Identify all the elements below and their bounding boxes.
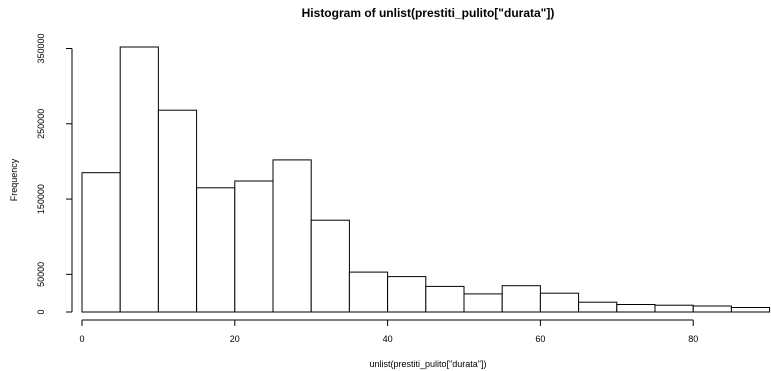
histogram-bar-15	[654, 304, 694, 313]
x-tick-label-2: 40	[383, 334, 393, 344]
histogram-bar-4	[234, 180, 274, 313]
histogram-bar-1	[119, 46, 159, 313]
x-axis-label: unlist(prestiti_pulito["durata"])	[370, 359, 487, 369]
x-axis: 0 20 40 60 80	[79, 319, 698, 344]
histogram-bar-8	[387, 276, 427, 313]
histogram-bar-12	[539, 292, 580, 313]
histogram-bar-7	[348, 271, 389, 313]
y-tick-label-0: 0	[36, 309, 46, 314]
histogram-bar-3	[196, 187, 236, 313]
histogram-bar-17	[730, 307, 771, 313]
y-tick-label-1: 50000	[36, 262, 46, 287]
y-axis-label: Frequency	[9, 158, 19, 201]
histogram-bar-2	[157, 109, 198, 313]
histogram-bar-0	[81, 172, 121, 313]
histogram-bar-10	[463, 293, 503, 313]
histogram-bar-9	[425, 285, 465, 313]
histogram-bar-16	[692, 305, 732, 313]
y-tick-label-4: 350000	[36, 33, 46, 63]
histogram-bar-13	[578, 301, 618, 313]
y-axis: 0 50000 150000 250000 350000	[36, 33, 73, 315]
y-tick-label-2: 150000	[36, 184, 46, 214]
x-tick-label-3: 60	[535, 334, 545, 344]
histogram-bar-11	[501, 285, 541, 313]
x-tick-label-1: 20	[230, 334, 240, 344]
histogram-bar-5	[272, 159, 312, 313]
chart-title: Histogram of unlist(prestiti_pulito["dur…	[302, 6, 555, 20]
histogram-bar-14	[616, 304, 656, 313]
y-tick-label-3: 250000	[36, 109, 46, 139]
x-tick-label-0: 0	[79, 334, 84, 344]
histogram-bars	[81, 46, 771, 313]
histogram-bar-6	[310, 219, 350, 313]
x-tick-label-4: 80	[688, 334, 698, 344]
